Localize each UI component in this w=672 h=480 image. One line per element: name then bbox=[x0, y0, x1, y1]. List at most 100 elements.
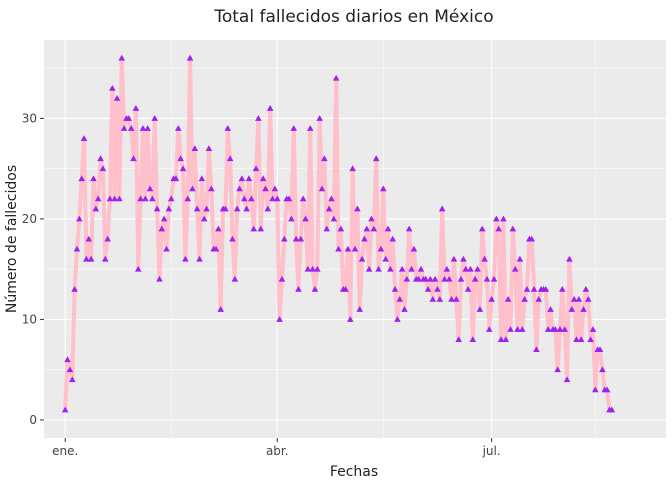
data-point bbox=[495, 225, 503, 232]
data-point bbox=[379, 185, 387, 192]
data-point bbox=[101, 255, 109, 262]
data-point bbox=[175, 125, 182, 131]
data-point bbox=[377, 245, 385, 252]
data-point bbox=[441, 275, 448, 282]
data-point bbox=[288, 215, 295, 222]
data-point bbox=[354, 205, 361, 212]
data-point bbox=[438, 205, 446, 212]
y-tick-label: 10 bbox=[22, 312, 37, 326]
data-point bbox=[130, 155, 137, 162]
data-point bbox=[521, 296, 528, 302]
data-point bbox=[391, 285, 399, 292]
data-point bbox=[306, 125, 314, 131]
axis-ticks: 0 10 20 30 ene. abr. jul. bbox=[22, 111, 501, 458]
data-point bbox=[207, 185, 215, 192]
data-point bbox=[389, 235, 396, 242]
data-point bbox=[189, 185, 196, 192]
data-point bbox=[66, 366, 74, 373]
data-point bbox=[109, 84, 116, 91]
data-point bbox=[514, 326, 521, 332]
data-point bbox=[335, 245, 342, 252]
data-point bbox=[132, 105, 140, 111]
data-point bbox=[504, 296, 512, 302]
data-point bbox=[111, 195, 118, 202]
data-point bbox=[142, 195, 149, 202]
data-point bbox=[511, 265, 519, 272]
data-point bbox=[99, 165, 107, 172]
data-point bbox=[563, 376, 571, 383]
data-point bbox=[106, 195, 114, 202]
data-point bbox=[431, 275, 439, 282]
data-point bbox=[474, 265, 481, 272]
data-point bbox=[243, 205, 250, 212]
data-point bbox=[186, 54, 194, 61]
data-point bbox=[603, 386, 611, 393]
data-point bbox=[259, 175, 267, 182]
data-point bbox=[568, 306, 576, 312]
data-point bbox=[311, 285, 319, 292]
data-point bbox=[73, 245, 81, 252]
data-point bbox=[302, 215, 309, 222]
data-point bbox=[460, 255, 467, 262]
data-point bbox=[570, 296, 578, 302]
data-point bbox=[561, 326, 568, 332]
data-point bbox=[410, 245, 418, 252]
data-point bbox=[203, 205, 210, 212]
data-point bbox=[408, 265, 415, 272]
data-point bbox=[455, 336, 462, 342]
data-point bbox=[483, 275, 491, 282]
data-point bbox=[309, 265, 316, 272]
data-point bbox=[139, 125, 147, 131]
data-point bbox=[182, 255, 189, 262]
data-point bbox=[592, 386, 599, 393]
data-point bbox=[462, 265, 470, 272]
data-point bbox=[502, 336, 510, 342]
data-point bbox=[471, 275, 479, 282]
data-point bbox=[64, 356, 71, 363]
data-point bbox=[556, 326, 564, 332]
data-point bbox=[269, 195, 276, 202]
data-point bbox=[285, 195, 293, 202]
data-point bbox=[554, 366, 561, 373]
data-point bbox=[365, 265, 373, 272]
data-point bbox=[240, 195, 248, 202]
data-point bbox=[436, 296, 444, 302]
data-point bbox=[255, 115, 262, 121]
data-point bbox=[507, 326, 514, 332]
x-tick-label: abr. bbox=[266, 444, 289, 458]
data-point bbox=[226, 155, 234, 162]
x-tick-label: ene. bbox=[52, 444, 78, 458]
data-point bbox=[149, 195, 156, 202]
data-point bbox=[358, 255, 366, 262]
data-point bbox=[372, 155, 380, 162]
data-point bbox=[262, 185, 269, 192]
data-point bbox=[134, 265, 142, 272]
data-point bbox=[349, 165, 356, 172]
data-point bbox=[445, 275, 453, 282]
data-point bbox=[198, 175, 206, 182]
data-point bbox=[193, 205, 201, 212]
data-point bbox=[68, 376, 76, 383]
data-point bbox=[61, 406, 69, 413]
data-point bbox=[200, 215, 208, 222]
data-point bbox=[125, 115, 133, 121]
data-point bbox=[382, 255, 389, 262]
data-point bbox=[351, 245, 359, 252]
data-point bbox=[429, 296, 437, 302]
data-point bbox=[573, 336, 580, 342]
data-point bbox=[422, 275, 429, 282]
data-point bbox=[120, 125, 128, 131]
data-point bbox=[453, 296, 460, 302]
data-point bbox=[528, 235, 535, 242]
data-point bbox=[179, 165, 187, 172]
data-point bbox=[328, 195, 335, 202]
data-point bbox=[264, 205, 272, 212]
data-point bbox=[97, 155, 104, 162]
data-point bbox=[405, 225, 413, 232]
data-point bbox=[589, 326, 597, 332]
data-point bbox=[497, 336, 505, 342]
data-point bbox=[292, 235, 300, 242]
data-point bbox=[396, 296, 404, 302]
data-point bbox=[533, 346, 540, 353]
